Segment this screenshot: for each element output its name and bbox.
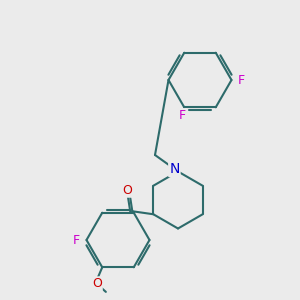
Text: F: F <box>179 109 186 122</box>
Text: N: N <box>169 162 180 176</box>
Text: O: O <box>92 277 102 290</box>
Text: F: F <box>72 233 80 247</box>
Text: O: O <box>123 184 133 197</box>
Text: F: F <box>238 74 245 86</box>
